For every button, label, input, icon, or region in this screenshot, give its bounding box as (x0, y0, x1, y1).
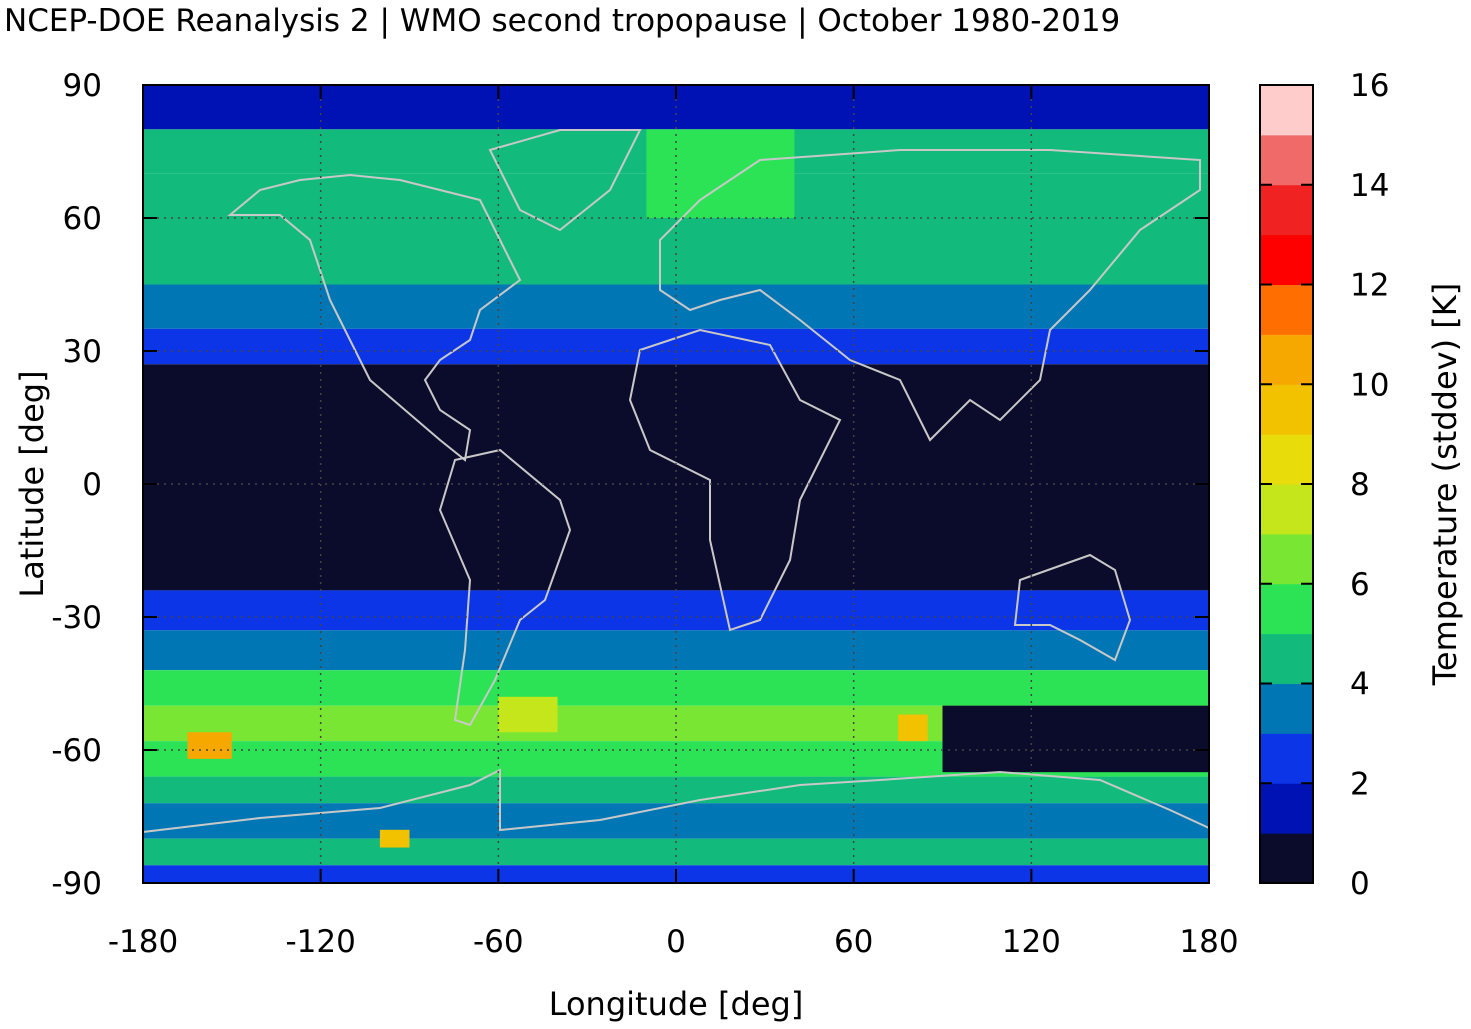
colorbar (1260, 85, 1313, 884)
colorbar-segment-9 (1260, 384, 1313, 435)
colorbar-tick-label: 16 (1350, 68, 1389, 104)
x-tick-label: 180 (1179, 924, 1238, 960)
heatmap-feature-3 (379, 829, 410, 848)
colorbar-segment-8 (1260, 434, 1313, 485)
colorbar-segment-3 (1260, 683, 1313, 734)
heatmap-band-12 (143, 776, 1209, 804)
y-tick-labels: 90 60 30 0 -30 -60 -90 (51, 68, 102, 902)
coastline-antarctica (142, 768, 1210, 833)
heatmap-feature-0 (646, 129, 795, 218)
colorbar-segment-0 (1260, 833, 1313, 884)
colorbar-segment-6 (1260, 533, 1313, 585)
colorbar-segment-5 (1260, 583, 1313, 635)
coastline-africa (628, 328, 842, 632)
x-tick-label: 120 (1002, 924, 1061, 960)
colorbar-tick-label: 4 (1350, 667, 1370, 703)
y-tick-label: -60 (51, 733, 102, 769)
y-tick-label: -90 (51, 866, 102, 902)
heatmap-feature-1 (498, 696, 558, 733)
colorbar-tick-label: 6 (1350, 567, 1370, 603)
colorbar-tick-label: 8 (1350, 467, 1370, 503)
heatmap-band-8 (143, 630, 1209, 671)
coastline-south-america (438, 448, 572, 727)
colorbar-segment-4 (1260, 633, 1313, 684)
y-tick-label: 0 (82, 467, 102, 503)
coastlines (142, 129, 1210, 833)
colorbar-segment-2 (1260, 733, 1313, 784)
y-tick-label: -30 (51, 600, 102, 636)
y-tick-label: 60 (63, 201, 102, 237)
y-axis-label: Latitude [deg] (13, 370, 51, 597)
axis-ticks (142, 84, 1210, 884)
colorbar-segment-12 (1260, 234, 1313, 285)
coastline-greenland (488, 129, 642, 232)
colorbar-tick-label: 0 (1350, 866, 1370, 902)
heatmap-feature-2 (187, 732, 232, 759)
colorbar-tick-label: 2 (1350, 766, 1370, 802)
y-tick-label: 90 (63, 68, 102, 104)
colorbar-segment-13 (1260, 184, 1313, 236)
coastline-eurasia (659, 149, 1201, 442)
x-tick-label: 0 (666, 924, 686, 960)
colorbar-tick-label: 12 (1350, 268, 1389, 304)
colorbar-tick-label: 14 (1350, 168, 1389, 204)
heatmap-feature-5 (942, 705, 1209, 773)
colorbar-segment-11 (1260, 284, 1313, 335)
heatmap-band-14 (143, 838, 1209, 866)
y-tick-label: 30 (63, 334, 102, 370)
chart-title: NCEP-DOE Reanalysis 2 | WMO second tropo… (4, 3, 1121, 39)
coastline-australia (1013, 553, 1132, 662)
colorbar-segment-1 (1260, 783, 1313, 834)
x-tick-label: -120 (285, 924, 355, 960)
x-tick-label: 60 (834, 924, 873, 960)
heatmap-feature-4 (898, 714, 928, 742)
colorbar-label: Temperature (stddev) [K] (1426, 283, 1464, 686)
colorbar-segment-15 (1260, 85, 1313, 136)
x-tick-label: -180 (108, 924, 178, 960)
colorbar-segment-7 (1260, 484, 1313, 535)
x-axis-label: Longitude [deg] (549, 985, 804, 1023)
colorbar-tick-label: 10 (1350, 367, 1389, 403)
x-tick-label: -60 (473, 924, 524, 960)
colorbar-segment-10 (1260, 334, 1313, 385)
x-tick-labels: -180 -120 -60 0 60 120 180 (108, 924, 1239, 960)
heatmap-band-4 (143, 284, 1209, 329)
colorbar-segment-14 (1260, 134, 1313, 186)
coastline-north-america (227, 173, 522, 462)
colorbar-ticks: 0 2 4 6 8 10 12 14 16 (1260, 68, 1389, 902)
